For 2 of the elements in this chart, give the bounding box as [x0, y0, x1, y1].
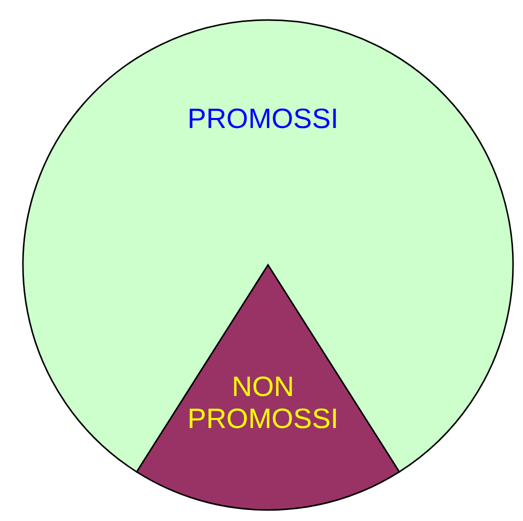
slice-label: PROMOSSI: [188, 102, 338, 134]
slice-label: NON PROMOSSI: [188, 371, 338, 434]
